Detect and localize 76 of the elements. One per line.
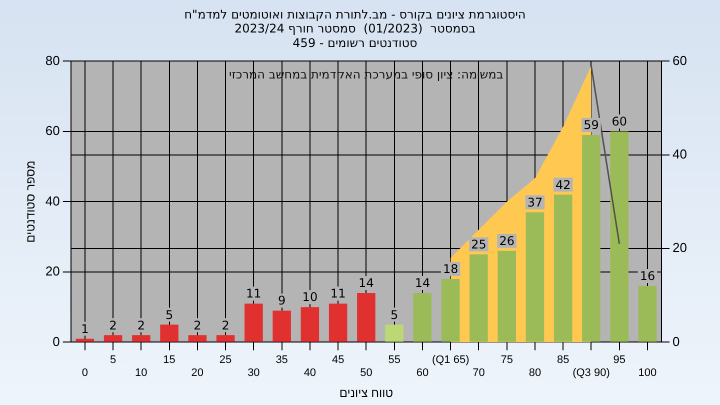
x-tick-label: 55 bbox=[388, 354, 400, 366]
data-label: 2 bbox=[137, 318, 145, 332]
x-tick-label: 10 bbox=[135, 367, 148, 380]
data-label: 18 bbox=[442, 262, 458, 276]
bar bbox=[413, 293, 432, 342]
data-label: 10 bbox=[302, 290, 318, 304]
bar bbox=[104, 335, 122, 342]
data-label: 2 bbox=[194, 318, 202, 332]
x-tick-label: 85 bbox=[556, 354, 570, 366]
y-tick-label: 0 bbox=[52, 334, 60, 349]
data-label: 26 bbox=[499, 234, 514, 248]
x-tick-label: 60 bbox=[416, 367, 429, 380]
data-label: 11 bbox=[330, 286, 346, 301]
y2-tick-label: 40 bbox=[672, 146, 688, 162]
data-label: 9 bbox=[278, 294, 286, 308]
bar bbox=[385, 324, 404, 342]
bar bbox=[638, 286, 657, 342]
x-tick-label: 75 bbox=[500, 354, 513, 366]
chart-title: היסטוגרמת ציונים בקורס - מב.לתורת הקבוצות ואוטומטים למדמ"ח bbox=[184, 7, 526, 22]
x-tick-label: 40 bbox=[304, 367, 316, 380]
bar bbox=[470, 254, 488, 342]
x-tick-label: 5 bbox=[110, 354, 116, 366]
y-tick-label: 60 bbox=[45, 123, 60, 138]
bar bbox=[582, 134, 600, 342]
x-tick-label: 100 bbox=[638, 367, 657, 380]
bar bbox=[526, 212, 544, 342]
data-label: 42 bbox=[555, 178, 571, 192]
x-tick-label: 30 bbox=[248, 367, 260, 380]
data-label: 5 bbox=[165, 308, 174, 322]
x-tick-label: (Q1 65) bbox=[432, 354, 470, 366]
x-tick-label: 0 bbox=[82, 367, 88, 380]
data-label: 25 bbox=[471, 238, 486, 252]
y2-tick-label: 0 bbox=[672, 334, 680, 349]
y-tick-label: 20 bbox=[45, 264, 60, 279]
y2-tick-label: 20 bbox=[672, 240, 688, 256]
bar bbox=[441, 278, 460, 342]
bar bbox=[357, 293, 376, 342]
data-label: 60 bbox=[612, 114, 627, 129]
y-tick-label: 40 bbox=[45, 193, 60, 208]
x-tick-label: 15 bbox=[163, 354, 176, 366]
bar bbox=[76, 338, 94, 342]
chart-subtitle: בסמסטר (01/2023) סמסטר חורף 2023/24 סטודנטים רשומים - 459 bbox=[234, 22, 476, 50]
bar bbox=[216, 335, 235, 342]
bar bbox=[160, 324, 178, 342]
x-tick-label: 25 bbox=[219, 354, 232, 366]
x-tick-label: 95 bbox=[613, 354, 626, 366]
x-tick-label: 70 bbox=[472, 367, 485, 380]
data-label: 14 bbox=[414, 276, 430, 290]
bar bbox=[554, 194, 572, 342]
data-label: 2 bbox=[222, 318, 230, 332]
data-label: 2 bbox=[109, 318, 117, 332]
data-label: 5 bbox=[390, 308, 398, 322]
bar bbox=[300, 307, 320, 342]
data-label: 37 bbox=[527, 195, 543, 210]
bar bbox=[188, 335, 207, 342]
y-axis-title: מספר סטודנטים bbox=[24, 160, 38, 243]
x-axis-title: טווח ציונים bbox=[339, 386, 394, 400]
x-tick-label: 80 bbox=[528, 367, 542, 380]
x-tick-label: 50 bbox=[360, 367, 372, 380]
x-tick-label: 35 bbox=[276, 354, 288, 366]
data-label: 11 bbox=[246, 286, 262, 301]
x-tick-label: 20 bbox=[191, 367, 204, 380]
data-label: 1 bbox=[81, 322, 89, 336]
data-label: 59 bbox=[584, 118, 599, 132]
bar bbox=[328, 304, 348, 342]
bar bbox=[244, 304, 263, 342]
bar bbox=[498, 250, 516, 342]
bar bbox=[272, 310, 291, 342]
bar bbox=[132, 335, 150, 342]
y-tick-label: 80 bbox=[45, 52, 60, 68]
bar bbox=[610, 131, 628, 342]
x-tick-label: 45 bbox=[332, 354, 344, 366]
data-label: 14 bbox=[358, 276, 374, 290]
x-tick-label: (Q3 90) bbox=[572, 367, 610, 380]
y2-tick-label: 60 bbox=[672, 52, 688, 68]
data-label: 16 bbox=[640, 269, 656, 284]
